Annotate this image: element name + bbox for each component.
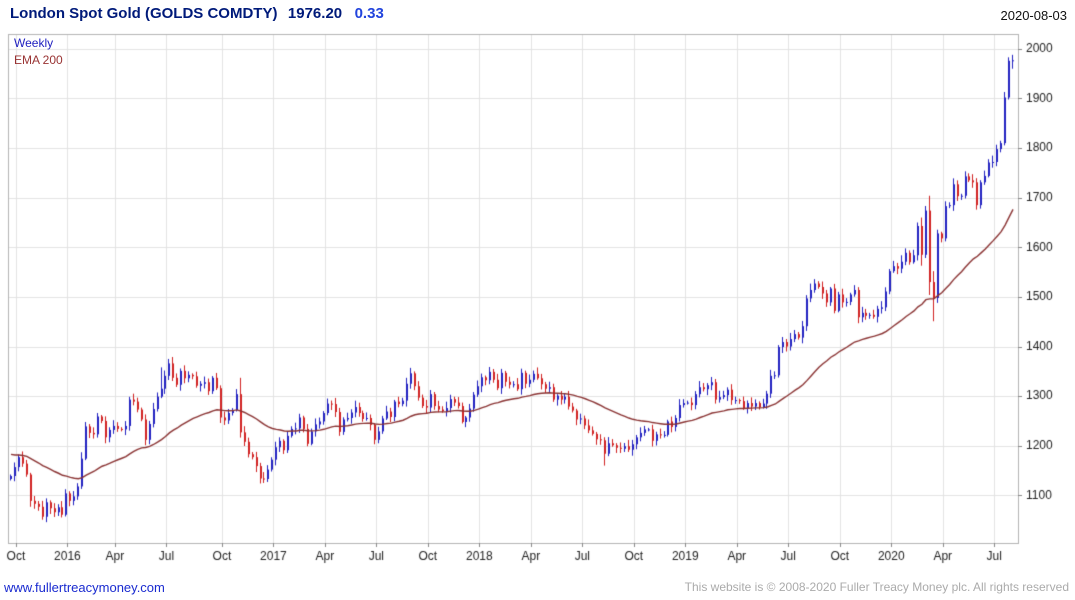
copyright-text: This website is © 2008-2020 Fuller Treac… [684, 580, 1069, 594]
price-chart-canvas[interactable] [0, 26, 1075, 572]
fullertreacymoney-link[interactable]: www.fullertreacymoney.com [4, 580, 165, 595]
legend-timeframe: Weekly [14, 36, 54, 50]
legend-ema-200: EMA 200 [14, 53, 63, 67]
chart-header: London Spot Gold (GOLDS COMDTY) 1976.20 … [10, 5, 384, 27]
chart-date: 2020-08-03 [1000, 8, 1068, 23]
last-price: 1976.20 [287, 5, 343, 22]
instrument-title: London Spot Gold (GOLDS COMDTY) [10, 5, 278, 22]
price-change: 0.33 [354, 5, 384, 22]
